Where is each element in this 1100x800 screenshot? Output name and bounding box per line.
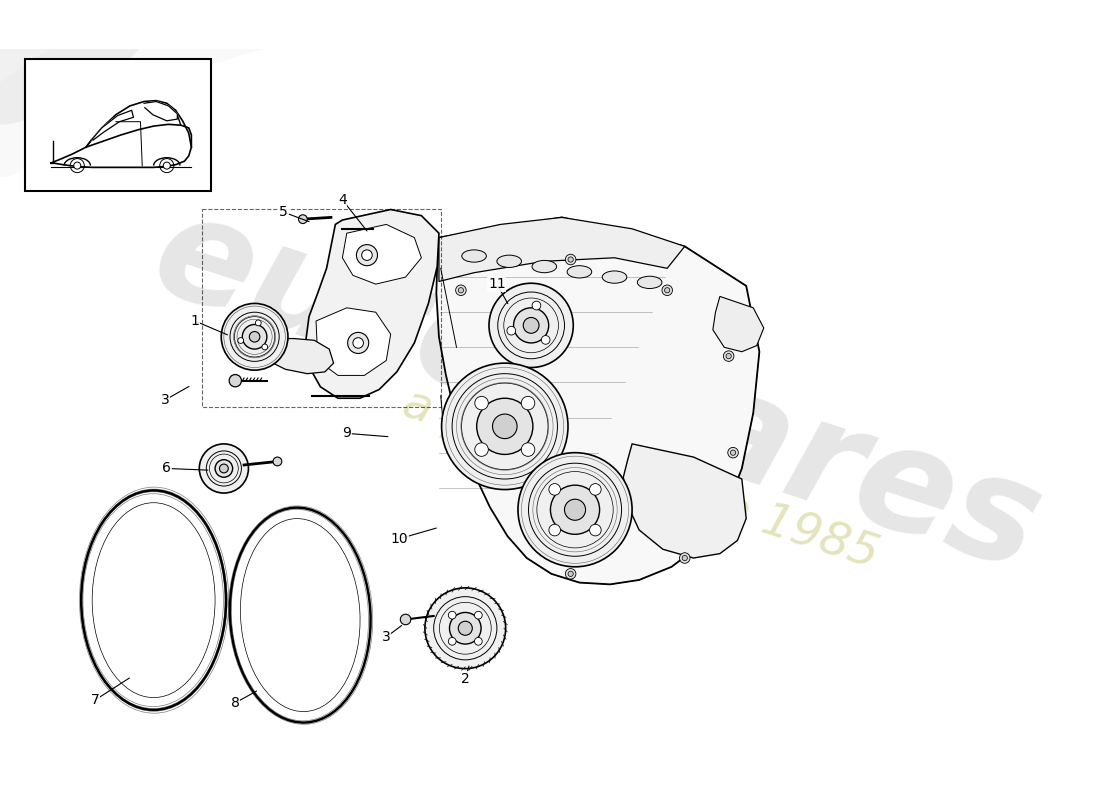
Ellipse shape [568,266,592,278]
Circle shape [476,398,532,454]
Circle shape [724,351,734,362]
Circle shape [441,363,568,490]
Circle shape [250,331,260,342]
Ellipse shape [92,502,216,698]
Circle shape [541,335,550,344]
Polygon shape [437,218,759,584]
Circle shape [255,320,261,326]
Ellipse shape [241,518,360,711]
Circle shape [521,396,535,410]
Circle shape [474,611,482,619]
Polygon shape [713,297,763,352]
Text: 7: 7 [90,694,99,707]
Bar [24,59,211,191]
Circle shape [474,638,482,645]
Circle shape [450,613,481,644]
Circle shape [163,162,170,169]
Circle shape [507,326,516,335]
Text: 11: 11 [488,277,506,291]
Polygon shape [254,338,333,374]
Ellipse shape [532,261,557,273]
Circle shape [730,450,736,455]
Circle shape [221,303,288,370]
Circle shape [353,338,363,348]
Circle shape [565,254,576,265]
Circle shape [216,460,232,478]
Circle shape [74,162,80,169]
Circle shape [568,571,573,577]
Circle shape [356,245,377,266]
Circle shape [521,443,535,456]
Circle shape [229,374,241,387]
Polygon shape [91,110,133,140]
Circle shape [490,283,573,367]
Circle shape [682,555,688,561]
Circle shape [199,444,249,493]
Text: eurospares: eurospares [136,182,1057,601]
Circle shape [242,325,267,349]
Polygon shape [624,444,746,558]
Text: 6: 6 [163,462,172,475]
Circle shape [590,484,602,495]
Circle shape [348,333,369,354]
Circle shape [680,553,690,563]
Circle shape [514,308,549,343]
Polygon shape [439,218,685,282]
Circle shape [549,484,561,495]
Text: 8: 8 [231,696,240,710]
Text: 3: 3 [161,393,169,407]
Circle shape [400,614,411,625]
Text: a passion since 1985: a passion since 1985 [397,381,884,578]
Polygon shape [342,225,421,284]
Circle shape [726,354,732,358]
Circle shape [449,638,456,645]
Circle shape [550,485,600,534]
Circle shape [524,318,539,334]
Circle shape [459,622,472,635]
Circle shape [565,569,576,579]
Circle shape [298,214,307,223]
Ellipse shape [602,271,627,283]
Polygon shape [306,210,439,398]
Ellipse shape [497,255,521,267]
Circle shape [662,285,672,295]
Text: 2: 2 [461,672,470,686]
Circle shape [262,344,267,350]
Circle shape [518,453,632,567]
Text: 5: 5 [279,205,288,219]
Polygon shape [316,308,390,375]
Text: 9: 9 [342,426,351,440]
Circle shape [220,464,229,473]
Circle shape [464,465,475,475]
Text: 3: 3 [382,630,390,644]
Circle shape [362,250,372,261]
Circle shape [273,457,282,466]
Circle shape [238,338,243,343]
Text: 4: 4 [338,193,346,207]
Ellipse shape [637,276,662,289]
Text: 1: 1 [190,314,199,328]
Circle shape [425,588,506,669]
Circle shape [549,524,561,536]
Circle shape [590,524,602,536]
Circle shape [728,447,738,458]
Circle shape [493,414,517,438]
Circle shape [475,443,488,456]
Polygon shape [144,102,177,121]
Circle shape [475,396,488,410]
Ellipse shape [462,250,486,262]
Circle shape [664,288,670,293]
Circle shape [459,288,463,293]
Circle shape [568,257,573,262]
Circle shape [532,301,541,310]
Circle shape [468,467,472,473]
Circle shape [449,611,456,619]
Circle shape [455,285,466,295]
Circle shape [564,499,585,520]
Text: 10: 10 [390,532,408,546]
